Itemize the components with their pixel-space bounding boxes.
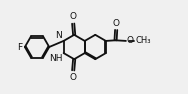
Text: F: F — [17, 42, 22, 52]
Text: O: O — [70, 12, 77, 21]
Text: NH: NH — [49, 54, 62, 63]
Text: CH₃: CH₃ — [135, 36, 151, 45]
Text: O: O — [70, 73, 77, 82]
Text: O: O — [127, 36, 134, 45]
Text: O: O — [113, 19, 120, 28]
Text: N: N — [55, 31, 62, 40]
